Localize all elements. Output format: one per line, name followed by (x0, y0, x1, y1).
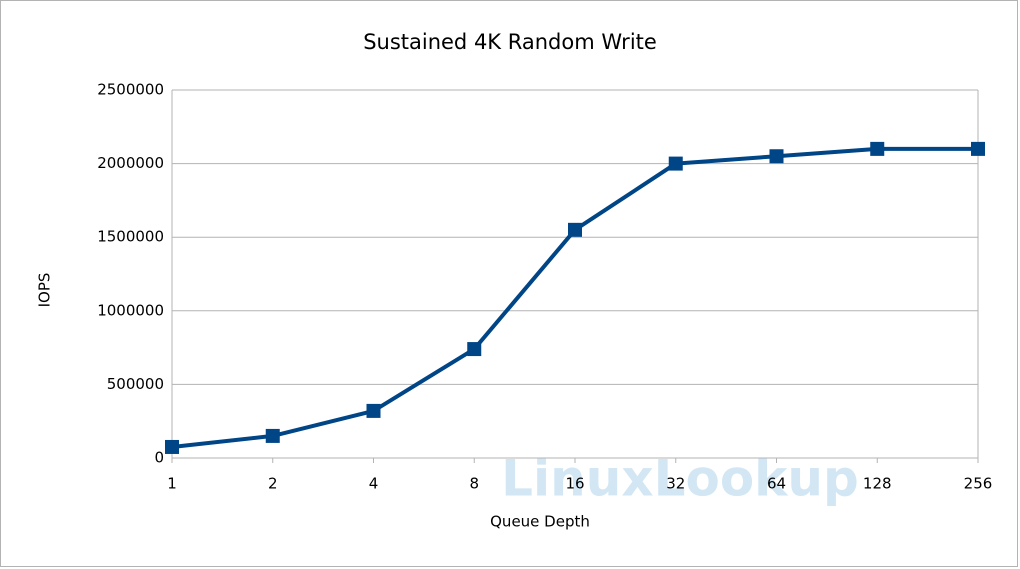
y-tick-label: 1500000 (97, 228, 164, 246)
x-tick-label: 4 (369, 475, 379, 493)
x-tick-label: 2 (268, 475, 278, 493)
data-marker (568, 222, 582, 237)
data-marker (467, 342, 482, 357)
chart-title: Sustained 4K Random Write (363, 30, 657, 54)
data-marker (265, 428, 280, 443)
x-axis-label: Queue Depth (490, 513, 590, 531)
x-tick-label: 32 (666, 475, 685, 493)
x-tick-label: 1 (167, 475, 177, 493)
watermark: LinuxLookup (501, 450, 859, 508)
x-tick-label: 16 (565, 475, 584, 493)
y-axis-label: IOPS (36, 273, 54, 308)
data-marker (668, 156, 683, 171)
x-tick-label: 256 (964, 475, 993, 493)
x-tick-label: 8 (469, 475, 479, 493)
y-tick-label: 0 (154, 449, 164, 467)
data-marker (870, 141, 885, 156)
y-tick-label: 2500000 (97, 81, 164, 99)
x-tick-label: 64 (767, 475, 786, 493)
x-tick-label: 128 (863, 475, 892, 493)
data-marker (971, 141, 985, 156)
y-tick-label: 500000 (107, 375, 164, 393)
y-tick-label: 2000000 (97, 154, 164, 172)
data-marker (769, 149, 784, 164)
data-marker (165, 439, 179, 454)
y-tick-label: 1000000 (97, 301, 164, 319)
data-marker (366, 403, 381, 418)
